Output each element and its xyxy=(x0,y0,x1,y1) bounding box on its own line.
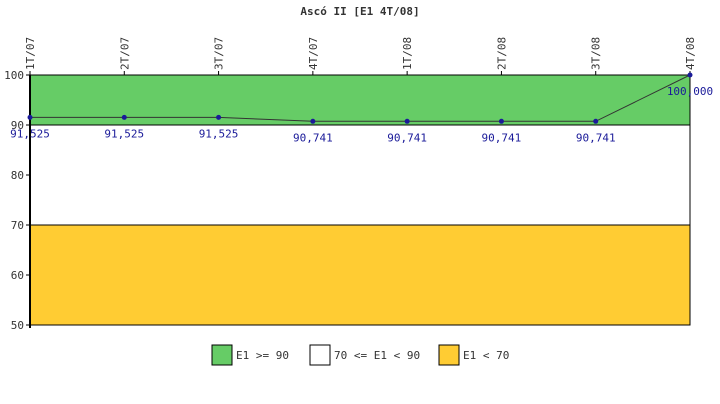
x-tick-label: 3T/08 xyxy=(590,37,603,70)
x-tick-label: 1T/07 xyxy=(24,37,37,70)
legend-swatch-0 xyxy=(211,344,233,366)
data-label: 91,525 xyxy=(199,127,239,140)
x-tick-label: 4T/08 xyxy=(684,37,697,70)
y-tick-label: 90 xyxy=(11,119,24,132)
data-point xyxy=(121,114,127,120)
y-tick-label: 80 xyxy=(11,169,24,182)
data-point xyxy=(310,118,316,124)
x-tick-label: 2T/07 xyxy=(118,37,131,70)
x-tick-label: 4T/07 xyxy=(307,37,320,70)
data-label: 90,741 xyxy=(482,131,522,144)
y-tick-label: 70 xyxy=(11,219,24,232)
x-tick-label: 1T/08 xyxy=(401,37,414,70)
band-1 xyxy=(29,124,691,226)
band-2 xyxy=(29,224,691,326)
band-0 xyxy=(29,74,691,126)
data-point xyxy=(687,72,693,78)
legend-label-1: 70 <= E1 < 90 xyxy=(334,349,420,362)
data-label: 90,741 xyxy=(387,131,427,144)
legend-swatch-2 xyxy=(438,344,460,366)
data-label: 91,525 xyxy=(10,127,50,140)
chart-title: Ascó II [E1 4T/08] xyxy=(300,5,419,18)
y-tick-label: 100 xyxy=(4,69,24,82)
data-label: 100,000 xyxy=(667,85,713,98)
data-label: 90,741 xyxy=(576,131,616,144)
legend-label-0: E1 >= 90 xyxy=(236,349,289,362)
data-point xyxy=(593,118,599,124)
x-tick-label: 2T/08 xyxy=(495,37,508,70)
legend: E1 >= 90 70 <= E1 < 90 E1 < 70 xyxy=(211,344,509,366)
data-label: 90,741 xyxy=(293,131,333,144)
data-label: 91,525 xyxy=(104,127,144,140)
data-point xyxy=(216,114,222,120)
y-tick-label: 60 xyxy=(11,269,24,282)
legend-label-2: E1 < 70 xyxy=(463,349,509,362)
data-point xyxy=(27,114,33,120)
threshold-bands xyxy=(29,74,691,326)
x-tick-label: 3T/07 xyxy=(213,37,226,70)
series-line: 91,525 91,525 91,525 90,741 90,741 90,741 90,7… xyxy=(10,72,713,144)
data-point xyxy=(404,118,410,124)
data-point xyxy=(498,118,504,124)
legend-swatch-1 xyxy=(309,344,331,366)
series-line-path xyxy=(30,74,691,122)
y-tick-label: 50 xyxy=(11,319,24,332)
